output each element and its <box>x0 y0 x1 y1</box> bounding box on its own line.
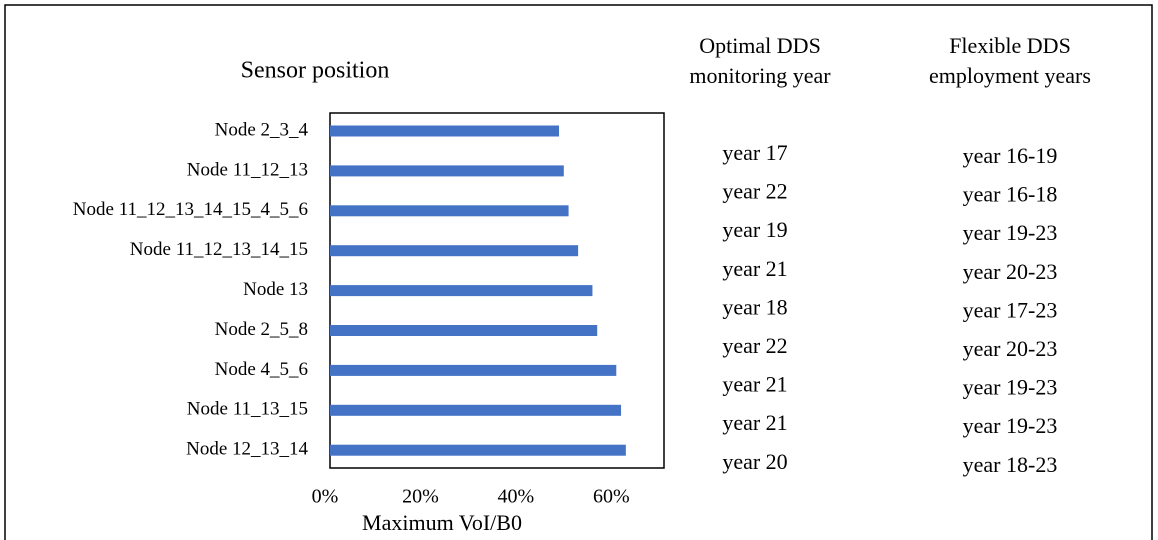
table-cell: year 21 <box>722 410 787 435</box>
table-cell: year 20-23 <box>963 336 1058 361</box>
bar <box>330 325 598 336</box>
bar <box>330 165 564 177</box>
y-tick-label: Node 11_12_13_14_15_4_5_6 <box>73 199 308 220</box>
table-cell: year 21 <box>722 256 787 281</box>
table-cell: year 19-23 <box>963 375 1058 400</box>
table-cell: year 19-23 <box>963 413 1058 438</box>
bar <box>330 285 593 297</box>
table-cell: year 21 <box>722 372 787 397</box>
table-cell: year 20 <box>722 449 787 474</box>
table-cell: year 19-23 <box>963 220 1058 245</box>
bar <box>330 125 560 137</box>
table-cell: year 22 <box>722 333 787 358</box>
column-header: Flexible DDS <box>949 33 1071 58</box>
x-tick-label: 60% <box>593 486 630 508</box>
y-tick-label: Node 11_12_13 <box>187 159 308 180</box>
column-header: Optimal DDS <box>699 33 821 58</box>
table-cell: year 19 <box>722 217 787 242</box>
bar <box>330 245 579 257</box>
column-header: monitoring year <box>689 63 831 88</box>
table-cell: year 17-23 <box>963 297 1058 322</box>
y-tick-label: Node 13 <box>243 279 308 300</box>
y-tick-label: Node 11_13_15 <box>187 399 308 420</box>
y-tick-label: Node 2_5_8 <box>215 319 308 340</box>
column-header: employment years <box>929 63 1091 88</box>
table-cell: year 17 <box>722 140 787 165</box>
frame <box>4 4 1153 540</box>
chart-title: Sensor position <box>241 58 390 84</box>
x-tick-label: 20% <box>402 486 439 508</box>
table-cell: year 16-18 <box>963 182 1058 207</box>
x-tick-label: 40% <box>498 486 535 508</box>
bar <box>330 364 617 376</box>
table-cell: year 18 <box>722 294 787 319</box>
y-tick-label: Node 12_13_14 <box>186 439 308 460</box>
table-cell: year 20-23 <box>963 259 1058 284</box>
table-cell: year 16-19 <box>963 143 1058 168</box>
x-axis-label: Maximum VoI/B0 <box>362 510 522 535</box>
bar <box>330 404 622 416</box>
x-tick-label: 0% <box>312 486 339 508</box>
bar <box>330 444 626 456</box>
y-tick-label: Node 4_5_6 <box>215 359 308 380</box>
bar <box>330 205 569 217</box>
y-tick-label: Node 2_3_4 <box>215 119 309 140</box>
table-cell: year 18-23 <box>963 452 1058 477</box>
table-cell: year 22 <box>722 179 787 204</box>
y-tick-label: Node 11_12_13_14_15 <box>130 239 308 260</box>
